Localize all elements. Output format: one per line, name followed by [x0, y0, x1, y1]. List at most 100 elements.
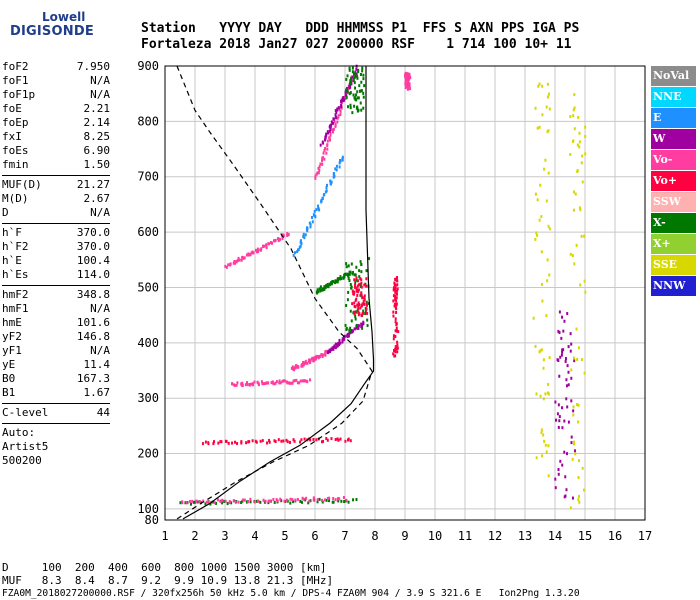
echo-point	[246, 383, 249, 387]
echo-point	[329, 179, 332, 183]
echo-point	[329, 182, 332, 186]
echo-point	[333, 345, 336, 349]
echo-point	[311, 220, 314, 224]
echo-point	[234, 383, 237, 387]
profile-dashed-line	[176, 65, 373, 520]
echo-point	[281, 237, 284, 241]
echo-point	[291, 381, 294, 385]
echo-point	[300, 438, 303, 442]
footer-file-info: FZA0M_2018027200000.RSF / 320fx256h 50 k…	[2, 588, 580, 599]
echo-point	[343, 500, 346, 504]
echo-point	[227, 441, 230, 445]
param-row: foEs 6.90	[2, 144, 110, 158]
echo-point	[199, 501, 202, 505]
echo-point	[325, 134, 328, 138]
echo-point	[566, 364, 569, 368]
echo-point	[395, 289, 398, 293]
echo-point	[316, 498, 319, 502]
echo-point	[354, 97, 357, 101]
echo-trace	[345, 66, 366, 115]
echo-point	[578, 140, 581, 144]
echo-point	[361, 312, 364, 316]
param-value: 1.50	[83, 158, 111, 171]
echo-point	[361, 296, 364, 300]
echo-point	[333, 120, 336, 124]
echo-point	[558, 331, 561, 335]
echo-point	[319, 162, 322, 166]
echo-point	[543, 439, 546, 443]
echo-point	[572, 190, 575, 194]
echo-point	[572, 413, 575, 417]
echo-point	[326, 130, 329, 134]
param-row: yE 11.4	[2, 358, 110, 372]
echo-point	[354, 283, 357, 287]
echo-point	[392, 334, 395, 338]
echo-point	[349, 91, 352, 95]
echo-point	[224, 264, 227, 268]
echo-point	[314, 174, 317, 178]
legend-entry: NNE	[651, 87, 696, 107]
echo-point	[332, 500, 335, 504]
echo-point	[354, 310, 357, 314]
echo-point	[572, 208, 575, 212]
echo-point	[394, 290, 397, 294]
echo-point	[243, 256, 246, 260]
echo-point	[338, 341, 341, 345]
echo-point	[251, 439, 254, 443]
echo-point	[262, 498, 265, 502]
echo-point	[296, 497, 299, 501]
echo-point	[321, 287, 324, 291]
echo-point	[241, 383, 244, 387]
echo-point	[392, 352, 395, 356]
echo-point	[406, 81, 409, 85]
echo-point	[337, 438, 340, 442]
echo-point	[355, 286, 358, 290]
param-label: foEs	[2, 144, 29, 157]
echo-point	[357, 96, 360, 100]
echo-point	[323, 285, 326, 289]
echo-point	[346, 88, 349, 92]
echo-point	[308, 358, 311, 362]
profile-curves	[176, 65, 375, 520]
echo-point	[320, 353, 323, 357]
echo-point	[257, 250, 260, 254]
echo-point	[268, 440, 271, 444]
echo-point	[548, 107, 551, 111]
y-tick-label: 200	[137, 447, 159, 461]
echo-point	[558, 310, 561, 314]
echo-point	[362, 320, 365, 324]
echo-point	[394, 298, 397, 302]
echo-point	[569, 506, 572, 510]
echo-point	[257, 383, 260, 387]
echo-point	[347, 273, 350, 277]
echo-point	[242, 498, 245, 502]
echo-point	[581, 466, 584, 470]
echo-point	[356, 107, 359, 111]
echo-point	[571, 457, 574, 461]
echo-point	[212, 442, 215, 446]
echo-point	[360, 262, 363, 266]
echo-point	[347, 437, 350, 441]
echo-point	[297, 365, 300, 369]
echo-point	[567, 345, 570, 349]
param-row: fmin 1.50	[2, 158, 110, 172]
echo-point	[243, 498, 246, 502]
echo-point	[396, 283, 399, 287]
echo-point	[361, 326, 364, 330]
echo-point	[340, 277, 343, 281]
echo-point	[230, 501, 233, 505]
echo-point	[350, 319, 353, 323]
echo-point	[392, 299, 395, 303]
echo-point	[393, 281, 396, 285]
echo-point	[569, 252, 572, 256]
echo-point	[367, 302, 370, 306]
echo-point	[259, 500, 262, 504]
echo-point	[360, 285, 363, 289]
y-tick-label: 900	[137, 59, 159, 73]
header-values: Fortaleza 2018 Jan27 027 200000 RSF 1 71…	[141, 37, 572, 52]
param-label: h`Es	[2, 268, 29, 281]
echo-point	[220, 440, 223, 444]
echo-point	[560, 353, 563, 357]
echo-point	[352, 498, 355, 502]
param-value: 167.3	[76, 372, 110, 385]
